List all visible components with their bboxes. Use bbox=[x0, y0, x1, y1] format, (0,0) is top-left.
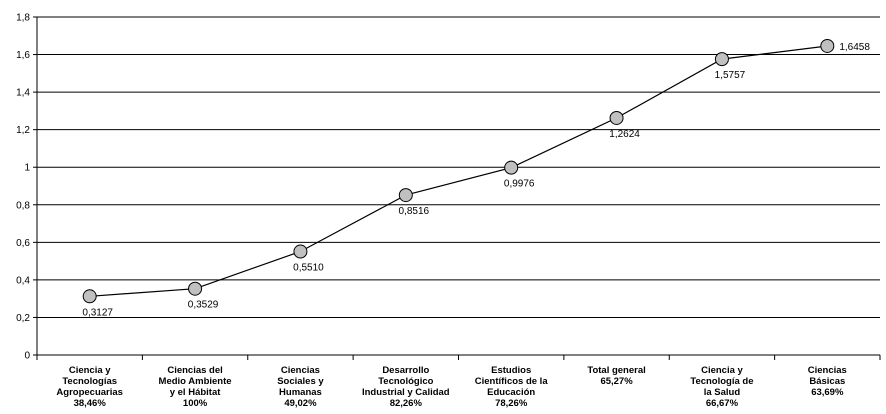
data-label: 0,5510 bbox=[293, 263, 324, 274]
y-tick-label: 1,6 bbox=[16, 50, 30, 61]
data-point bbox=[820, 38, 835, 53]
y-axis-tick-labels: 0 0,2 0,4 0,6 0,8 1 1,2 1,4 1,6 1,8 bbox=[16, 13, 30, 362]
y-tick-label: 1 bbox=[24, 163, 30, 174]
data-point bbox=[82, 289, 97, 304]
x-category-label: Ciencias Sociales y Humanas 49,02% bbox=[277, 365, 324, 409]
data-point bbox=[188, 281, 203, 296]
x-category-label-line: Tecnológico bbox=[378, 376, 433, 387]
gridlines bbox=[37, 16, 880, 318]
x-category-label-line: Medio Ambiente bbox=[159, 376, 232, 387]
x-category-label-line: Educación bbox=[487, 387, 535, 398]
x-category-label-line: Básicas bbox=[809, 376, 845, 387]
x-category-label-line: 78,26% bbox=[495, 398, 528, 409]
x-category-label-line: 100% bbox=[183, 398, 208, 409]
data-label: 0,8516 bbox=[399, 206, 430, 217]
data-point bbox=[504, 160, 519, 175]
x-category-label-line: Ciencias bbox=[808, 365, 847, 376]
series-line-path bbox=[89, 45, 828, 297]
data-label: 1,2624 bbox=[609, 129, 640, 140]
x-category-label-line: Sociales y bbox=[277, 376, 324, 387]
data-point bbox=[609, 110, 624, 125]
x-category-label-line: 38,46% bbox=[74, 398, 107, 409]
x-category-label-line: Ciencia y bbox=[69, 365, 111, 376]
x-category-label-line: Estudios bbox=[491, 365, 531, 376]
data-labels: 0,3127 0,3529 0,5510 0,8516 0,9976 1,2624 1,57… bbox=[82, 42, 870, 318]
y-tick-label: 1,2 bbox=[16, 125, 30, 136]
x-axis-category-labels: Ciencia y Tecnologías Agropecuarias 38,46%C… bbox=[56, 365, 846, 409]
x-category-label-line: y el Hábitat bbox=[170, 387, 222, 398]
data-label: 0,9976 bbox=[504, 179, 535, 190]
x-category-label-line: 65,27% bbox=[600, 376, 633, 387]
x-category-label-line: Humanas bbox=[279, 387, 322, 398]
data-label: 0,3529 bbox=[188, 300, 219, 311]
y-tick-label: 0,8 bbox=[16, 200, 30, 211]
axes bbox=[33, 16, 881, 360]
x-category-label: Ciencia y Tecnología de la Salud 66,67% bbox=[690, 365, 753, 409]
x-category-label-line: 66,67% bbox=[706, 398, 739, 409]
data-label: 1,6458 bbox=[839, 42, 870, 53]
x-category-label: Estudios Científicos de la Educación 78,26% bbox=[475, 365, 549, 409]
x-category-label-line: 63,69% bbox=[811, 387, 844, 398]
x-category-label: Ciencia y Tecnologías Agropecuarias 38,46% bbox=[56, 365, 123, 409]
y-tick-label: 0 bbox=[24, 351, 30, 362]
data-point bbox=[714, 52, 729, 67]
data-point bbox=[398, 188, 413, 203]
x-category-label: Ciencias Básicas 63,69% bbox=[808, 365, 847, 398]
x-category-label-line: 49,02% bbox=[284, 398, 317, 409]
data-point bbox=[293, 244, 308, 259]
data-label: 0,3127 bbox=[82, 307, 113, 318]
y-tick-label: 0,6 bbox=[16, 238, 30, 249]
y-tick-label: 0,4 bbox=[16, 275, 30, 286]
y-tick-label: 0,2 bbox=[16, 313, 30, 324]
x-category-label-line: Ciencias del bbox=[167, 365, 222, 376]
x-category-label-line: 82,26% bbox=[390, 398, 423, 409]
data-label: 1,5757 bbox=[715, 70, 746, 81]
x-category-label-line: Desarrollo bbox=[382, 365, 429, 376]
x-category-label-line: Tecnología de bbox=[690, 376, 753, 387]
x-category-label-line: Ciencia y bbox=[701, 365, 743, 376]
x-category-label: Total general 65,27% bbox=[587, 365, 645, 387]
x-category-label: Desarrollo Tecnológico Industrial y Calida… bbox=[362, 365, 450, 409]
x-category-label-line: Científicos de la bbox=[475, 376, 549, 387]
y-tick-label: 1,4 bbox=[16, 88, 30, 99]
series-markers bbox=[82, 38, 835, 304]
x-category-label-line: Agropecuarias bbox=[56, 387, 123, 398]
x-category-label-line: Ciencias bbox=[281, 365, 320, 376]
x-category-label: Ciencias del Medio Ambiente y el Hábitat 10… bbox=[159, 365, 232, 409]
x-category-label-line: Total general bbox=[587, 365, 645, 376]
x-category-label-line: la Salud bbox=[704, 387, 741, 398]
x-category-label-line: Industrial y Calidad bbox=[362, 387, 450, 398]
series-line bbox=[89, 45, 828, 297]
y-tick-label: 1,8 bbox=[16, 13, 30, 24]
x-category-label-line: Tecnologías bbox=[62, 376, 117, 387]
